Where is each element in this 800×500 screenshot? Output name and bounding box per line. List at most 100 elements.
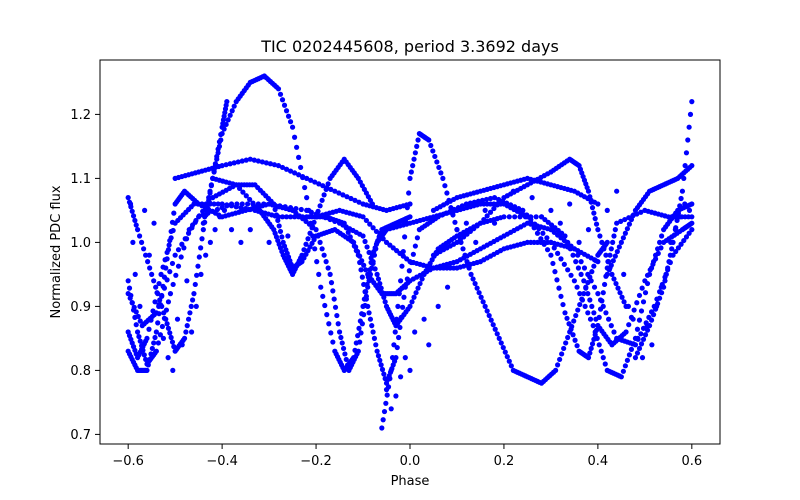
data-point-series-10 <box>612 253 618 259</box>
data-point-series-11 <box>683 150 690 156</box>
data-point-series-5 <box>322 302 328 309</box>
data-point-series-7 <box>320 183 326 189</box>
data-point-scatter <box>383 387 390 393</box>
data-point-series-13 <box>380 236 386 242</box>
data-point-series-6 <box>442 183 448 189</box>
data-point-series-1 <box>590 323 596 329</box>
data-point-series-5 <box>225 117 231 123</box>
data-point-series-7 <box>247 156 253 162</box>
data-point-series-1 <box>400 304 406 310</box>
data-point-scatter <box>160 335 167 341</box>
data-point-series-4 <box>187 310 193 316</box>
data-point-series-3 <box>125 278 131 284</box>
data-point-scatter <box>444 284 451 290</box>
data-point-series-2 <box>585 291 591 297</box>
data-point-series-6 <box>384 392 390 398</box>
data-point-series-2 <box>644 272 651 278</box>
data-point-series-6 <box>468 271 474 277</box>
data-point-series-1 <box>247 206 253 213</box>
data-point-series-0 <box>331 296 337 302</box>
data-point-series-5 <box>206 195 212 201</box>
data-point-series-0 <box>339 340 345 346</box>
data-point-series-5 <box>361 296 367 302</box>
data-point-series-1 <box>551 245 557 251</box>
data-point-series-0 <box>338 334 344 341</box>
data-point-series-9 <box>491 205 497 212</box>
data-point-series-4 <box>155 291 161 297</box>
data-point-scatter <box>473 239 479 245</box>
data-point-series-4 <box>129 208 135 214</box>
data-point-series-5 <box>216 143 223 149</box>
data-point-series-5 <box>352 347 358 353</box>
data-point-scatter <box>529 195 535 201</box>
data-point-series-2 <box>245 201 251 207</box>
data-point-series-5 <box>294 144 300 150</box>
x-axis-label: Phase <box>391 474 430 489</box>
data-point-series-1 <box>377 357 383 363</box>
data-point-series-2 <box>634 300 640 306</box>
data-point-series-4 <box>161 310 167 316</box>
data-point-series-5 <box>353 340 359 346</box>
data-point-series-0 <box>574 343 580 349</box>
data-point-series-3 <box>363 267 369 273</box>
data-point-series-6 <box>478 294 484 300</box>
data-point-series-1 <box>397 324 403 331</box>
data-point-series-1 <box>211 201 217 207</box>
data-point-series-9 <box>497 198 504 204</box>
data-point-scatter <box>228 227 235 233</box>
data-point-series-13 <box>363 217 369 224</box>
data-point-series-1 <box>471 199 478 205</box>
data-point-series-1 <box>636 317 643 323</box>
data-point-series-7 <box>267 161 274 167</box>
data-point-series-5 <box>330 339 336 345</box>
data-point-series-3 <box>165 299 172 305</box>
data-point-series-6 <box>398 278 404 284</box>
data-point-series-4 <box>184 323 190 329</box>
data-point-series-4 <box>125 195 131 201</box>
data-point-series-1 <box>479 197 486 203</box>
data-point-series-1 <box>602 361 608 367</box>
data-point-series-3 <box>608 323 614 329</box>
data-point-scatter <box>639 355 646 361</box>
data-point-series-1 <box>483 196 490 203</box>
data-point-scatter <box>247 227 253 233</box>
data-point-series-1 <box>199 201 205 207</box>
data-point-series-2 <box>169 260 176 267</box>
x-axis: −0.6 −0.4 −0.2 0.0 0.2 0.4 0.6 <box>112 444 702 469</box>
data-point-series-6 <box>583 285 589 291</box>
data-point-series-5 <box>285 113 292 119</box>
data-point-series-6 <box>428 142 434 149</box>
data-point-series-0 <box>153 329 159 335</box>
data-point-series-6 <box>504 354 510 360</box>
data-point-series-3 <box>673 248 679 255</box>
data-point-series-3 <box>675 245 682 251</box>
data-point-scatter <box>548 207 554 213</box>
data-point-series-6 <box>476 290 482 296</box>
data-point-series-3 <box>355 248 361 255</box>
data-point-series-3 <box>181 245 187 251</box>
data-point-series-9 <box>621 299 627 305</box>
data-point-series-6 <box>591 263 597 269</box>
data-point-series-5 <box>306 207 312 213</box>
data-point-series-13 <box>370 225 376 231</box>
data-point-series-1 <box>659 233 665 239</box>
data-point-series-0 <box>313 227 319 233</box>
data-point-series-1 <box>164 249 170 256</box>
data-point-series-3 <box>173 272 179 278</box>
data-point-scatter <box>165 355 171 361</box>
data-point-series-6 <box>589 269 595 275</box>
data-point-series-0 <box>548 252 554 258</box>
data-point-series-1 <box>406 268 412 274</box>
data-point-series-4 <box>168 334 174 341</box>
data-point-series-4 <box>167 330 173 336</box>
data-point-series-1 <box>435 214 441 220</box>
data-point-series-7 <box>407 201 413 207</box>
data-point-series-7 <box>328 186 334 192</box>
data-point-series-6 <box>488 317 494 323</box>
data-point-series-7 <box>271 162 278 168</box>
data-point-series-3 <box>128 292 134 299</box>
data-point-series-7 <box>235 159 241 165</box>
data-point-series-7 <box>275 163 282 169</box>
data-point-series-1 <box>540 230 546 236</box>
data-point-series-6 <box>569 323 575 330</box>
